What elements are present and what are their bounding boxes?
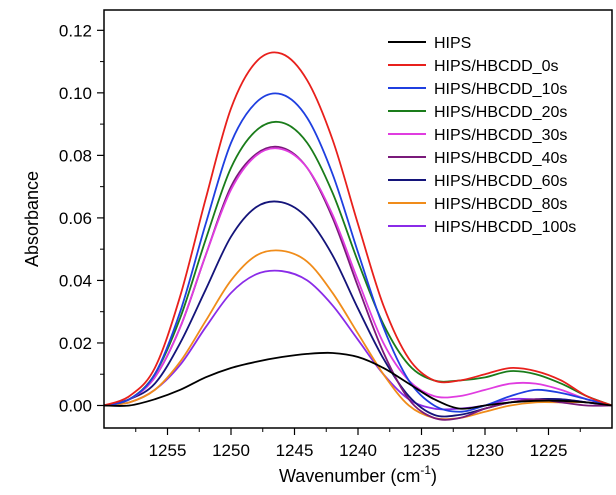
x-tick-label-1240: 1240 — [339, 441, 377, 460]
series-line-1 — [103, 51, 613, 407]
series-line-3 — [103, 120, 613, 407]
y-tick-label-6: 0.12 — [59, 21, 92, 40]
x-tick-label-1245: 1245 — [276, 441, 314, 460]
y-tick-label-0: 0.00 — [59, 396, 92, 415]
series-line-7 — [103, 249, 613, 421]
y-tick-label-1: 0.02 — [59, 334, 92, 353]
axes-layer: 1255 1250 1245 1240 1235 1230 1225 0.00 0.02 0.04… — [59, 9, 613, 460]
legend-label-1: HIPS/HBCDD_0s — [434, 58, 558, 75]
legend-label-6: HIPS/HBCDD_60s — [434, 173, 567, 190]
y-tick-label-5: 0.10 — [59, 84, 92, 103]
x-axis-title-close: ) — [431, 466, 437, 486]
x-tick-label-1225: 1225 — [530, 441, 568, 460]
y-tick-label-4: 0.08 — [59, 146, 92, 165]
legend-label-5: HIPS/HBCDD_40s — [434, 150, 567, 167]
y-axis-title: Absorbance — [22, 171, 42, 267]
series-line-8 — [103, 269, 613, 411]
series-line-0 — [103, 351, 613, 410]
legend-label-2: HIPS/HBCDD_10s — [434, 81, 567, 98]
legend-label-8: HIPS/HBCDD_100s — [434, 219, 576, 236]
x-tick-label-1230: 1230 — [466, 441, 504, 460]
x-axis-title-main: Wavenumber (cm — [279, 466, 420, 486]
legend-label-4: HIPS/HBCDD_30s — [434, 127, 567, 144]
x-axis-title: Wavenumber (cm-1) — [279, 463, 437, 486]
series-layer — [103, 51, 613, 421]
x-tick-label-1235: 1235 — [403, 441, 441, 460]
series-line-4 — [103, 147, 613, 407]
x-axis-title-superscript: -1 — [420, 463, 431, 477]
y-tick-label-3: 0.06 — [59, 209, 92, 228]
y-tick-label-2: 0.04 — [59, 271, 92, 290]
x-tick-label-1255: 1255 — [149, 441, 187, 460]
x-tick-label-1250: 1250 — [212, 441, 250, 460]
legend: HIPS HIPS/HBCDD_0s HIPS/HBCDD_10s HIPS/HBCD… — [388, 35, 576, 236]
legend-label-3: HIPS/HBCDD_20s — [434, 104, 567, 121]
legend-label-7: HIPS/HBCDD_80s — [434, 196, 567, 213]
legend-label-0: HIPS — [434, 35, 471, 52]
series-line-2 — [103, 92, 613, 413]
